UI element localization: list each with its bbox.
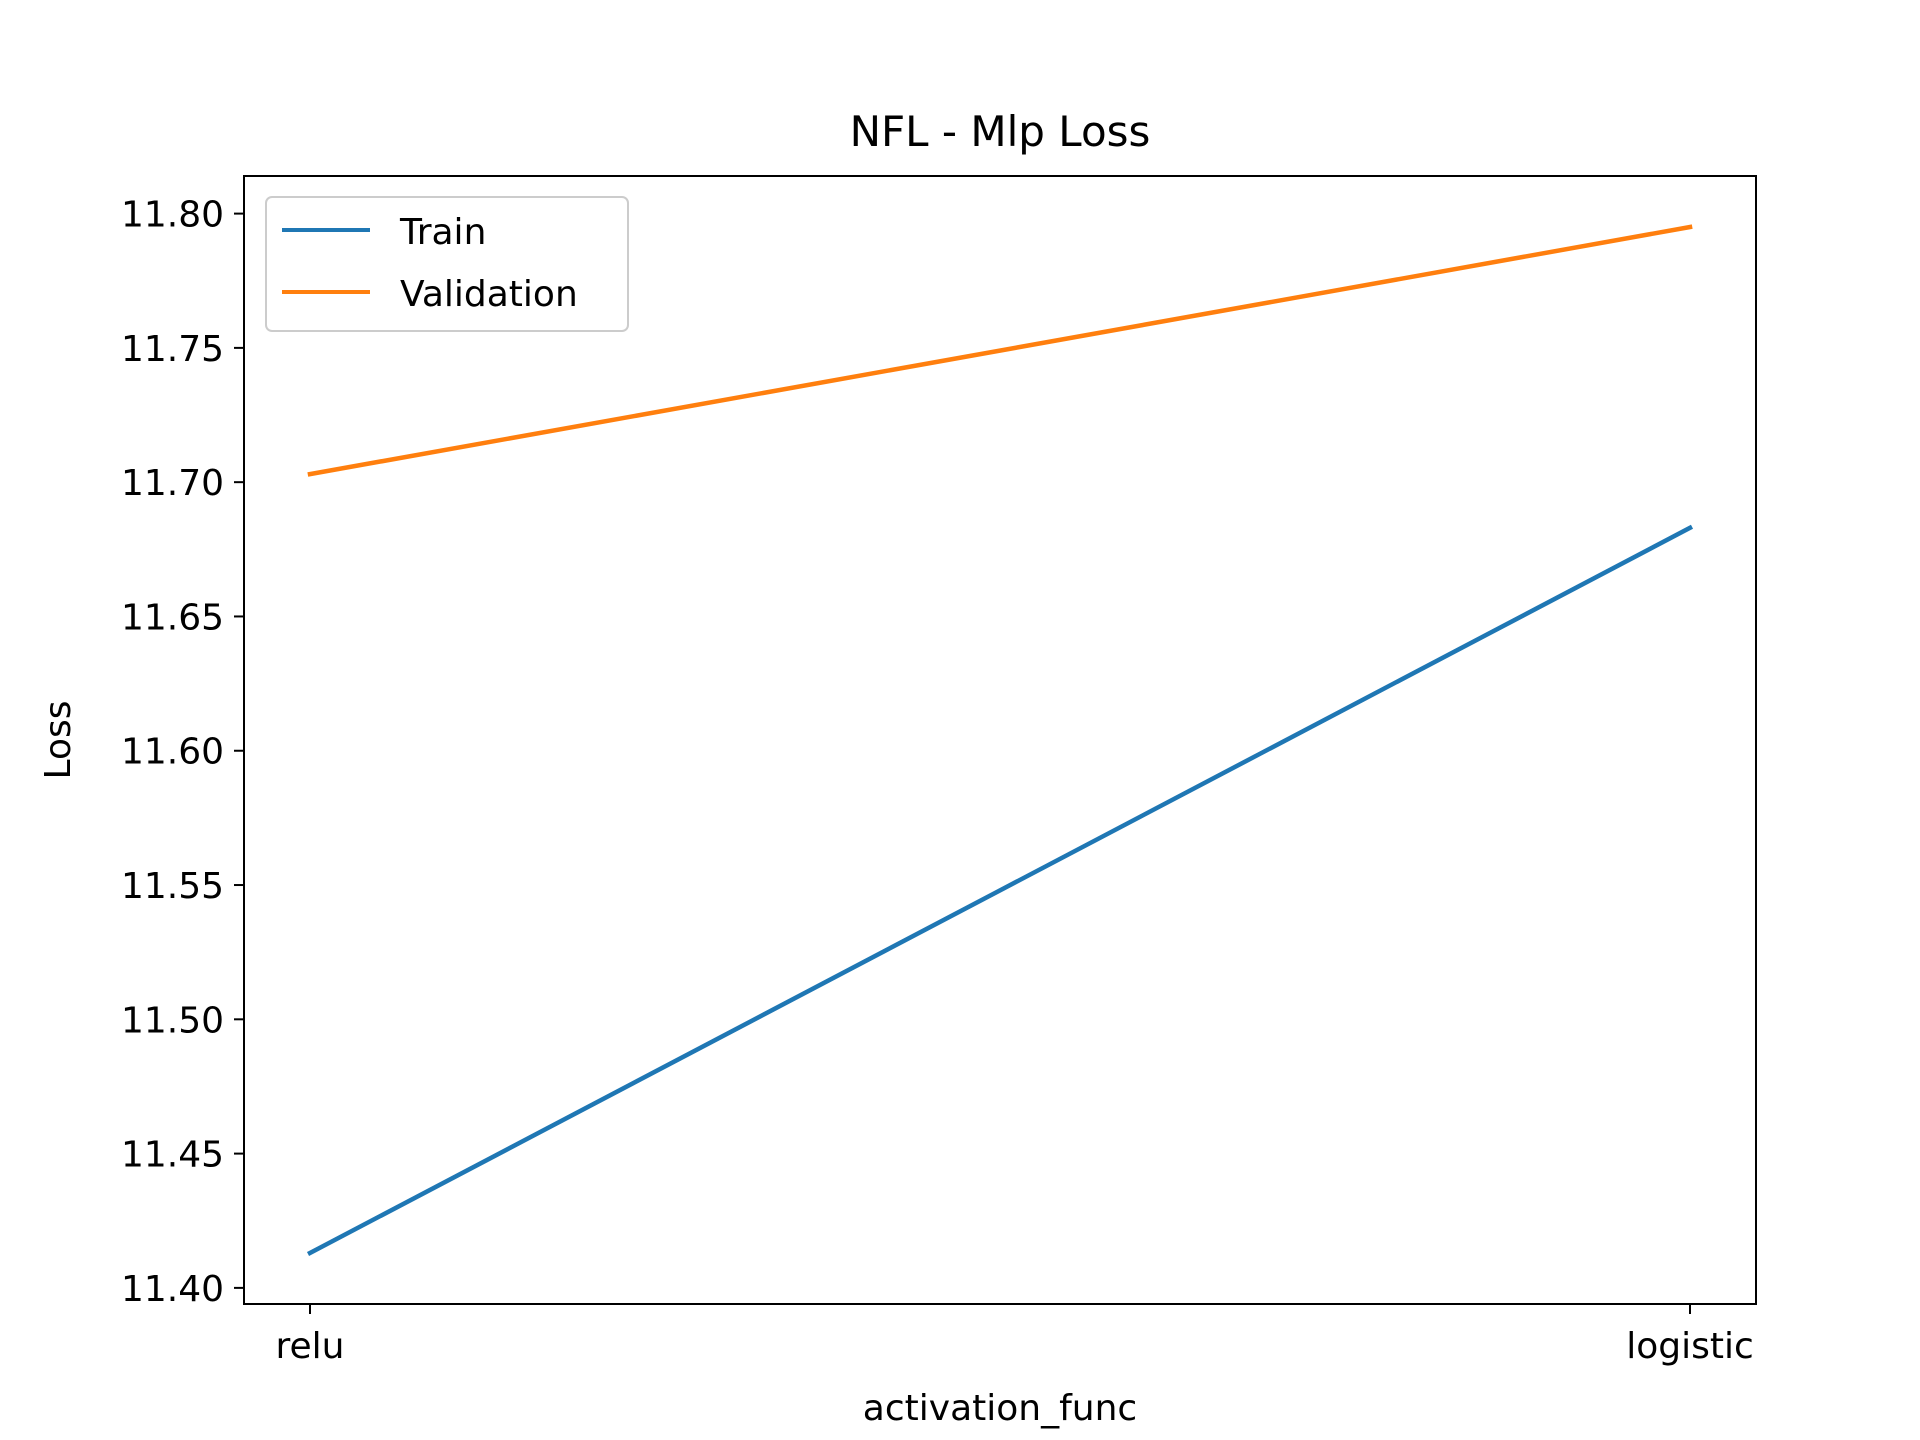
chart-title: NFL - Mlp Loss bbox=[850, 107, 1151, 156]
y-tick-label: 11.40 bbox=[121, 1269, 224, 1310]
x-axis-ticks: relu logistic bbox=[276, 1304, 1754, 1367]
legend-label-train: Train bbox=[399, 212, 486, 253]
series-line-train bbox=[306, 524, 1694, 1257]
y-tick-label: 11.65 bbox=[121, 597, 224, 638]
series-lines bbox=[306, 224, 1694, 1257]
plot-frame bbox=[243, 175, 1757, 1305]
y-tick-label: 11.80 bbox=[121, 195, 224, 236]
series-line-validation bbox=[307, 224, 1693, 477]
x-tick-label-relu: relu bbox=[276, 1326, 345, 1367]
legend: Train Validation bbox=[265, 196, 629, 332]
y-tick-label: 11.75 bbox=[121, 329, 224, 370]
x-tick-label-logistic: logistic bbox=[1626, 1326, 1754, 1367]
x-axis-label: activation_func bbox=[863, 1388, 1137, 1429]
y-tick-label: 11.70 bbox=[121, 463, 224, 504]
y-axis-ticks: 11.40 11.45 11.50 11.55 11.60 11.65 11.70 11.75… bbox=[121, 195, 244, 1310]
y-tick-label: 11.50 bbox=[121, 1000, 224, 1041]
y-tick-label: 11.60 bbox=[121, 732, 224, 773]
legend-label-validation: Validation bbox=[400, 274, 578, 315]
y-axis-label: Loss bbox=[38, 701, 79, 780]
y-tick-label: 11.55 bbox=[121, 866, 224, 907]
y-tick-label: 11.45 bbox=[121, 1135, 224, 1176]
